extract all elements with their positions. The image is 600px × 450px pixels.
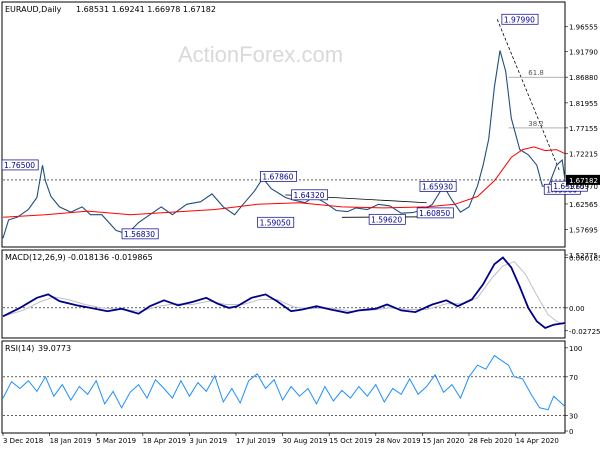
x-tick-label: 5 Mar 2019	[96, 437, 136, 445]
price-annotation-label: 1.60850	[419, 209, 450, 218]
signal-series-line	[2, 261, 566, 326]
rsi-plot	[2, 354, 566, 416]
price-annotation-box	[419, 181, 457, 192]
rsi-series-line	[2, 354, 566, 411]
price-annotation-label: 1.59050	[260, 218, 291, 227]
macd-y-tick-label: -0.02725	[569, 328, 600, 336]
price-annotation-label: 1.64320	[293, 191, 324, 200]
price-annotation-box	[416, 207, 454, 219]
price-annotation-box	[368, 213, 406, 225]
x-tick-label: 28 Feb 2020	[469, 437, 513, 445]
macd-series-line	[2, 256, 566, 330]
price-annotation-label: 1.76500	[4, 161, 35, 170]
sma-series-line	[2, 146, 566, 218]
current-price-box	[566, 174, 600, 185]
x-tick-label: 15 Jan 2020	[422, 437, 464, 445]
dashed-trend-line	[496, 19, 560, 171]
price-annotation-label: 1.67860	[262, 172, 293, 181]
chart-header-symbol: EURAUD,Daily	[5, 5, 62, 14]
price-y-tick-label: 1.81955	[569, 100, 598, 108]
macd-y-tick-label: 0.060165	[569, 254, 600, 262]
fib-level-label: 38.2	[528, 120, 544, 128]
rsi-panel	[1, 340, 566, 434]
price-y-tick-label: 1.96555	[569, 24, 598, 32]
price-series-line	[2, 50, 566, 239]
x-tick-label: 17 Jul 2019	[236, 437, 276, 445]
price-annotation-label: 1.65930	[422, 182, 453, 191]
price-y-tick-label: 1.72215	[569, 151, 598, 159]
price-annotation-box	[257, 216, 295, 228]
price-y-tick-label: 1.57695	[569, 226, 598, 234]
price-y-tick-label: 1.52775	[569, 252, 598, 260]
price-panel	[1, 1, 566, 248]
price-y-tick-label: 1.67182	[569, 177, 598, 185]
price-y-tick-label: 1.86880	[569, 74, 598, 82]
price-annotation-label: 1.56830	[124, 230, 155, 239]
axes: 1.96555 1.91790 1.86880 1.81955 1.77155 1.722…	[2, 24, 600, 445]
rsi-title: RSI(14)	[5, 344, 34, 353]
macd-values: -0.018136 -0.019865	[68, 253, 153, 262]
x-tick-label: 28 Nov 2019	[376, 437, 421, 445]
x-tick-label: 30 Aug 2019	[283, 437, 328, 445]
rsi-y-tick-label: 70	[569, 374, 578, 382]
price-plot: 61.838.21.979901.653801.659701.765001.67…	[1, 13, 588, 240]
x-tick-label: 18 Jan 2019	[50, 437, 92, 445]
price-y-tick-label: 1.77155	[569, 125, 598, 133]
price-annotation-box	[501, 13, 539, 25]
macd-title: MACD(12,26,9)	[5, 253, 66, 262]
price-annotation-label: 1.59620	[371, 215, 402, 224]
x-tick-label: 15 Oct 2019	[329, 437, 372, 445]
price-annotation-label: 1.97990	[504, 15, 535, 24]
price-annotation-box	[121, 228, 159, 240]
chart-header-ohlc: 1.68531 1.69241 1.66978 1.67182	[76, 5, 216, 14]
macd-plot	[2, 256, 566, 330]
price-annotation-box	[291, 189, 329, 201]
price-annotation-box	[260, 170, 297, 182]
fib-level-label: 61.8	[528, 69, 544, 77]
macd-y-tick-label: 0.00	[569, 305, 585, 313]
price-y-tick-label: 1.91790	[569, 49, 598, 57]
price-y-tick-label: 1.65970	[569, 183, 598, 191]
rsi-y-tick-label: 30	[569, 413, 578, 421]
rsi-values: 39.0773	[38, 344, 71, 353]
x-tick-label: 14 Apr 2020	[516, 437, 559, 445]
macd-panel	[1, 249, 566, 339]
rsi-y-tick-label: 100	[569, 345, 582, 353]
x-tick-label: 3 Dec 2018	[3, 437, 43, 445]
price-y-tick-label: 1.62565	[569, 201, 598, 209]
x-tick-label: 18 Apr 2019	[143, 437, 186, 445]
x-tick-label: 3 Jun 2019	[189, 437, 227, 445]
price-annotation-box	[1, 159, 39, 171]
watermark: ActionForex.com	[178, 42, 343, 67]
price-annotation-label: 1.65970	[553, 182, 584, 191]
rsi-y-tick-label: 0	[569, 428, 573, 436]
